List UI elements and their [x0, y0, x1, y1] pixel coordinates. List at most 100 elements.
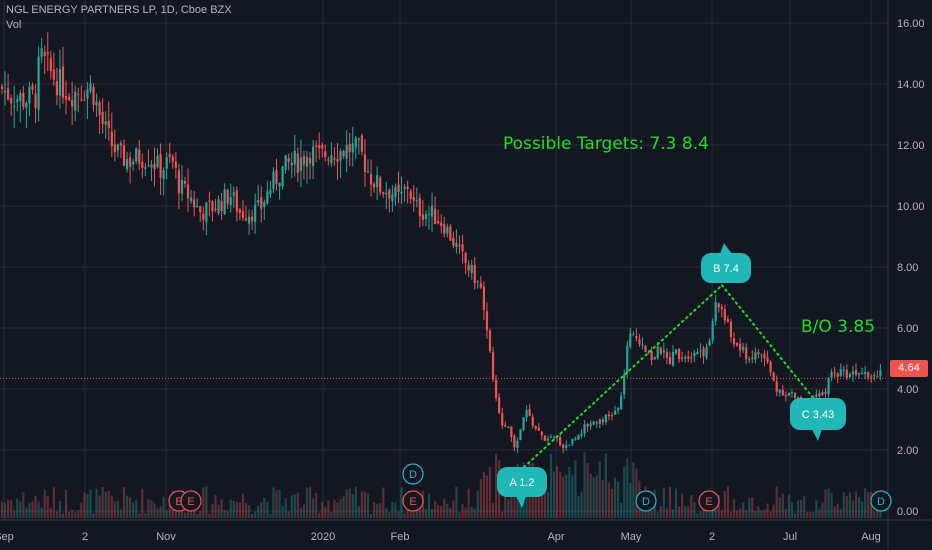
- volume-bar: [257, 505, 260, 518]
- volume-bar: [650, 510, 653, 518]
- candle-body: [403, 187, 406, 189]
- earnings-marker[interactable]: E: [180, 490, 202, 512]
- candle-body: [476, 281, 479, 283]
- candle-body: [662, 350, 665, 353]
- candle-body: [235, 190, 238, 212]
- pattern-callout-b[interactable]: B 7.4: [701, 243, 751, 283]
- candle-body: [427, 213, 431, 215]
- dividend-marker[interactable]: D: [870, 490, 892, 512]
- candle-body: [498, 397, 501, 413]
- volume-bar: [482, 472, 485, 518]
- candle-body: [507, 426, 510, 428]
- candle-body: [278, 182, 281, 187]
- candle-body: [52, 69, 55, 80]
- candle-body: [266, 191, 269, 204]
- candle-body: [302, 156, 306, 165]
- volume-bar: [400, 486, 403, 518]
- volume-bar: [559, 471, 562, 518]
- targets-annotation: Possible Targets: 7.3 8.4: [503, 134, 709, 154]
- volume-bar: [833, 506, 836, 518]
- volume-bar: [92, 513, 95, 518]
- volume-bar: [610, 488, 614, 518]
- volume-bar: [376, 504, 379, 518]
- volume-bar: [354, 486, 357, 518]
- candle-body: [793, 392, 797, 398]
- candle-body: [275, 169, 278, 184]
- event-marker-label: D: [409, 469, 417, 481]
- candle-body: [247, 216, 251, 224]
- candle-body: [510, 426, 513, 437]
- candle-body: [339, 150, 342, 161]
- candle-body: [778, 390, 781, 393]
- candle-body: [598, 419, 601, 425]
- candle-body: [549, 436, 553, 438]
- volume-bar: [229, 499, 232, 518]
- candle-body: [690, 357, 693, 359]
- volume-bar: [806, 512, 809, 518]
- candle-body: [113, 144, 116, 153]
- candle-body: [226, 190, 229, 204]
- volume-bar: [394, 502, 397, 518]
- volume-bar: [363, 491, 367, 518]
- candle-body: [632, 334, 635, 336]
- candle-body: [440, 222, 443, 226]
- candle-body: [199, 206, 202, 213]
- x-axis-tick-label: Aug: [861, 531, 881, 543]
- volume-bar: [537, 494, 540, 518]
- volume-bar: [397, 511, 400, 518]
- volume-bar: [732, 499, 736, 518]
- candle-body: [653, 357, 656, 360]
- candle-body: [116, 144, 119, 151]
- volume-bar: [336, 502, 339, 518]
- volume-bar: [452, 500, 455, 518]
- volume-bar: [717, 495, 720, 518]
- candle-body: [696, 352, 699, 355]
- dividend-marker[interactable]: D: [402, 463, 424, 485]
- volume-bar: [150, 500, 153, 518]
- candle-body: [379, 177, 382, 193]
- candle-body: [751, 357, 754, 359]
- earnings-marker[interactable]: E: [698, 490, 720, 512]
- candle-body: [101, 111, 104, 125]
- candle-body: [836, 373, 839, 377]
- volume-bar: [827, 488, 830, 518]
- candle-body: [437, 221, 440, 224]
- candle-body: [208, 200, 211, 202]
- volume-bar: [296, 492, 299, 518]
- dividend-marker[interactable]: D: [635, 490, 657, 512]
- volume-bar: [199, 511, 202, 518]
- candle-body: [674, 349, 678, 354]
- volume-bar: [129, 497, 132, 518]
- volume-indicator-label[interactable]: Vol: [6, 19, 22, 31]
- candle-body: [577, 435, 580, 440]
- y-axis-tick-label: 0.00: [897, 506, 918, 518]
- candle-body: [693, 353, 696, 357]
- candle-body: [400, 191, 403, 194]
- candle-body: [787, 393, 790, 396]
- volume-bar: [507, 499, 510, 518]
- volume-bar: [470, 507, 473, 518]
- candle-body: [763, 353, 766, 359]
- candle-body: [61, 66, 65, 98]
- volume-bar: [28, 502, 31, 518]
- candle-body: [296, 153, 299, 173]
- volume-bar: [144, 513, 147, 518]
- volume-bar: [49, 507, 52, 518]
- pattern-callout-c[interactable]: C 3.43: [790, 398, 846, 441]
- volume-bar: [458, 512, 461, 518]
- volume-bar: [766, 503, 769, 518]
- volume-bar: [577, 496, 580, 518]
- candle-body: [34, 93, 37, 109]
- volume-bar: [272, 487, 275, 518]
- candle-body: [205, 202, 208, 222]
- y-axis-tick-label: 2.00: [897, 445, 918, 457]
- candle-body: [150, 164, 153, 168]
- candle-body: [821, 392, 824, 396]
- pattern-callout-a[interactable]: A 1.2: [497, 467, 547, 508]
- candle-body: [13, 106, 16, 108]
- volume-bar: [754, 510, 757, 518]
- candle-body: [132, 161, 135, 165]
- earnings-marker[interactable]: E: [402, 490, 424, 512]
